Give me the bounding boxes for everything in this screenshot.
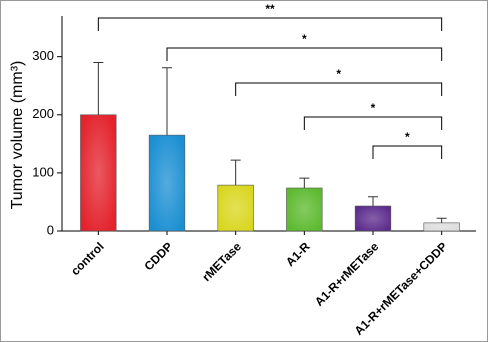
significance-label: * [371,101,376,115]
error-bar [162,67,172,136]
bar [217,184,254,232]
significance-label: * [336,67,341,81]
significance-bracket [303,116,443,130]
bar [354,205,392,232]
significance-bracket [97,17,443,31]
y-tick-label: 300 [32,48,54,63]
significance-label: * [302,32,307,46]
error-bar [368,196,378,207]
error-bar [93,61,104,115]
significance-bracket [235,82,443,96]
bar [148,134,186,232]
significance-bracket [372,145,443,159]
significance-label: ** [265,2,275,16]
y-tick-label: 200 [32,106,54,121]
y-axis-label: Tumor volume (mm³) [9,61,26,210]
bar [423,222,460,232]
error-bar [299,177,310,188]
y-tick-label: 100 [32,164,54,179]
error-bar [436,217,447,223]
bar [80,114,117,232]
significance-bracket [166,47,443,61]
bar [286,187,323,232]
error-bar [230,159,241,186]
y-tick-label: 0 [47,222,54,237]
significance-label: * [405,130,410,144]
